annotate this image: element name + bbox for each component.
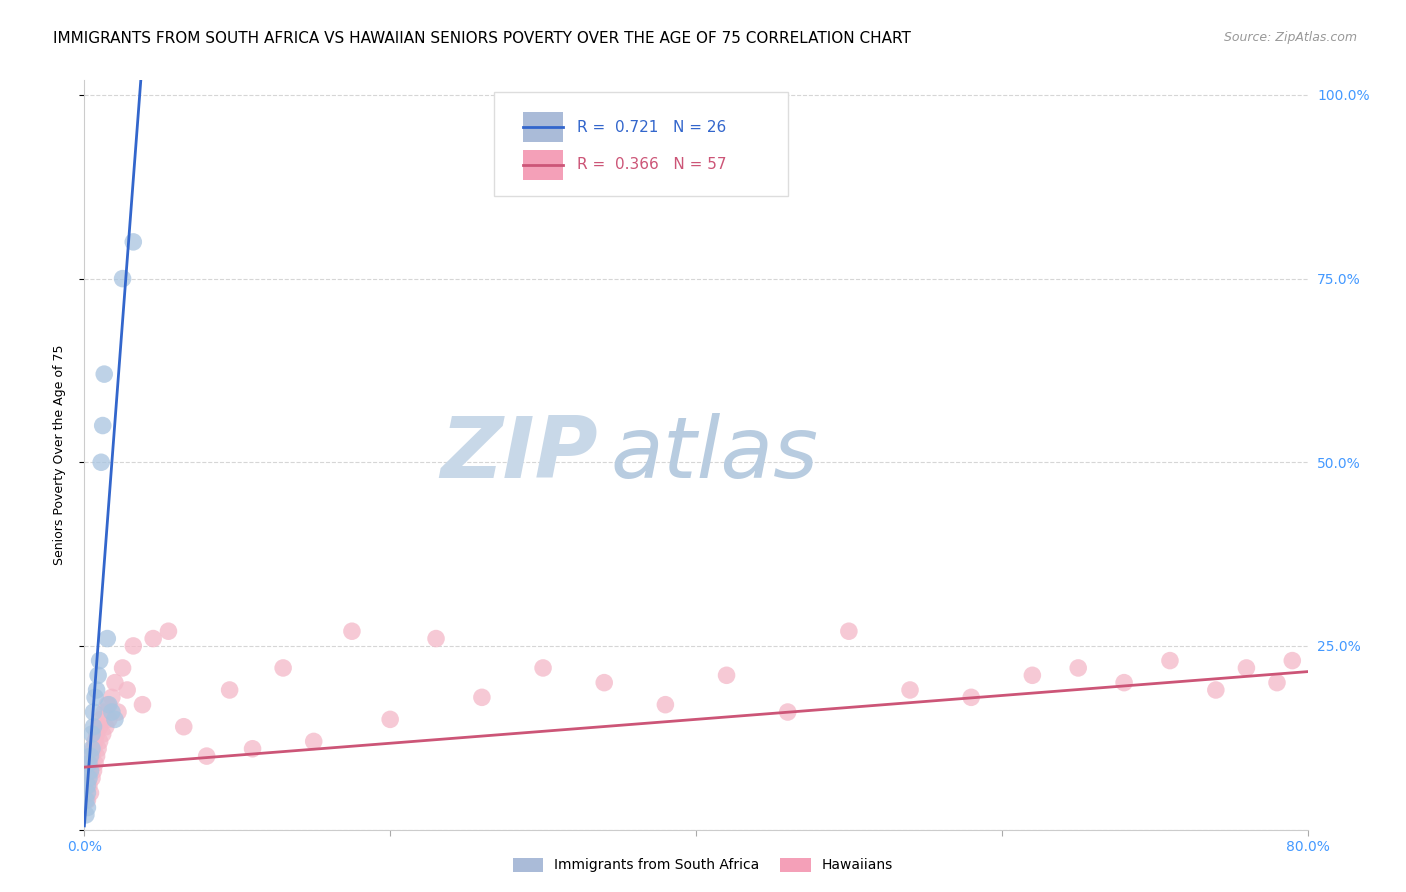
- Point: [83, 705, 105, 719]
- Point: [654, 698, 676, 712]
- Point: [75, 808, 97, 822]
- FancyBboxPatch shape: [494, 92, 787, 196]
- Point: [271, 661, 294, 675]
- Point: [531, 661, 554, 675]
- Point: [716, 668, 738, 682]
- Text: IMMIGRANTS FROM SOUTH AFRICA VS HAWAIIAN SENIORS POVERTY OVER THE AGE OF 75 CORR: IMMIGRANTS FROM SOUTH AFRICA VS HAWAIIAN…: [53, 31, 911, 46]
- Point: [111, 661, 134, 675]
- Point: [593, 675, 616, 690]
- Point: [77, 771, 100, 785]
- Point: [80, 741, 103, 756]
- Point: [96, 698, 118, 712]
- Point: [1281, 654, 1303, 668]
- Point: [89, 720, 111, 734]
- Point: [89, 734, 111, 748]
- Point: [75, 793, 97, 807]
- Point: [86, 683, 108, 698]
- Point: [471, 690, 494, 705]
- Point: [86, 727, 108, 741]
- Point: [79, 764, 101, 778]
- Text: R =  0.721   N = 26: R = 0.721 N = 26: [578, 120, 727, 135]
- Point: [79, 786, 101, 800]
- Point: [1265, 675, 1288, 690]
- Point: [94, 720, 117, 734]
- Point: [91, 418, 114, 433]
- Point: [84, 690, 107, 705]
- FancyBboxPatch shape: [523, 112, 562, 142]
- Point: [77, 764, 100, 778]
- Point: [302, 734, 325, 748]
- Point: [80, 771, 103, 785]
- Point: [157, 624, 180, 639]
- Point: [1236, 661, 1258, 675]
- Point: [1114, 675, 1136, 690]
- Point: [83, 764, 105, 778]
- Point: [84, 756, 107, 771]
- Point: [142, 632, 165, 646]
- Point: [960, 690, 983, 705]
- Point: [76, 800, 98, 814]
- Point: [83, 720, 105, 734]
- Point: [838, 624, 860, 639]
- Point: [87, 668, 110, 682]
- Point: [218, 683, 240, 698]
- Point: [93, 705, 115, 719]
- Point: [195, 749, 218, 764]
- Point: [83, 741, 105, 756]
- Point: [86, 749, 108, 764]
- Point: [425, 632, 447, 646]
- Point: [1205, 683, 1227, 698]
- Point: [101, 690, 124, 705]
- Y-axis label: Seniors Poverty Over the Age of 75: Seniors Poverty Over the Age of 75: [53, 344, 66, 566]
- Point: [131, 698, 153, 712]
- FancyBboxPatch shape: [523, 150, 562, 180]
- Point: [111, 271, 134, 285]
- Point: [1021, 668, 1043, 682]
- Point: [91, 727, 114, 741]
- Point: [101, 705, 124, 719]
- Point: [84, 734, 107, 748]
- Point: [80, 727, 103, 741]
- Point: [77, 779, 100, 793]
- Point: [77, 756, 100, 771]
- Point: [173, 720, 195, 734]
- Point: [79, 749, 101, 764]
- Point: [107, 705, 129, 719]
- Point: [104, 712, 127, 726]
- Legend: Immigrants from South Africa, Hawaiians: Immigrants from South Africa, Hawaiians: [508, 852, 898, 878]
- Point: [87, 741, 110, 756]
- Point: [76, 793, 98, 807]
- Point: [122, 639, 145, 653]
- Point: [340, 624, 363, 639]
- Point: [104, 675, 127, 690]
- Text: R =  0.366   N = 57: R = 0.366 N = 57: [578, 158, 727, 172]
- Point: [97, 712, 120, 726]
- Point: [80, 749, 103, 764]
- Point: [122, 235, 145, 249]
- Point: [242, 741, 264, 756]
- Point: [76, 779, 98, 793]
- Point: [96, 632, 118, 646]
- Point: [76, 786, 98, 800]
- Point: [1159, 654, 1181, 668]
- Text: ZIP: ZIP: [440, 413, 598, 497]
- Text: atlas: atlas: [610, 413, 818, 497]
- Point: [115, 683, 138, 698]
- Point: [898, 683, 921, 698]
- Point: [1067, 661, 1090, 675]
- Text: Source: ZipAtlas.com: Source: ZipAtlas.com: [1223, 31, 1357, 45]
- Point: [776, 705, 799, 719]
- Point: [89, 654, 111, 668]
- Point: [93, 367, 115, 381]
- Point: [90, 712, 112, 726]
- Point: [380, 712, 402, 726]
- Point: [97, 698, 120, 712]
- Point: [79, 756, 101, 771]
- Point: [90, 455, 112, 469]
